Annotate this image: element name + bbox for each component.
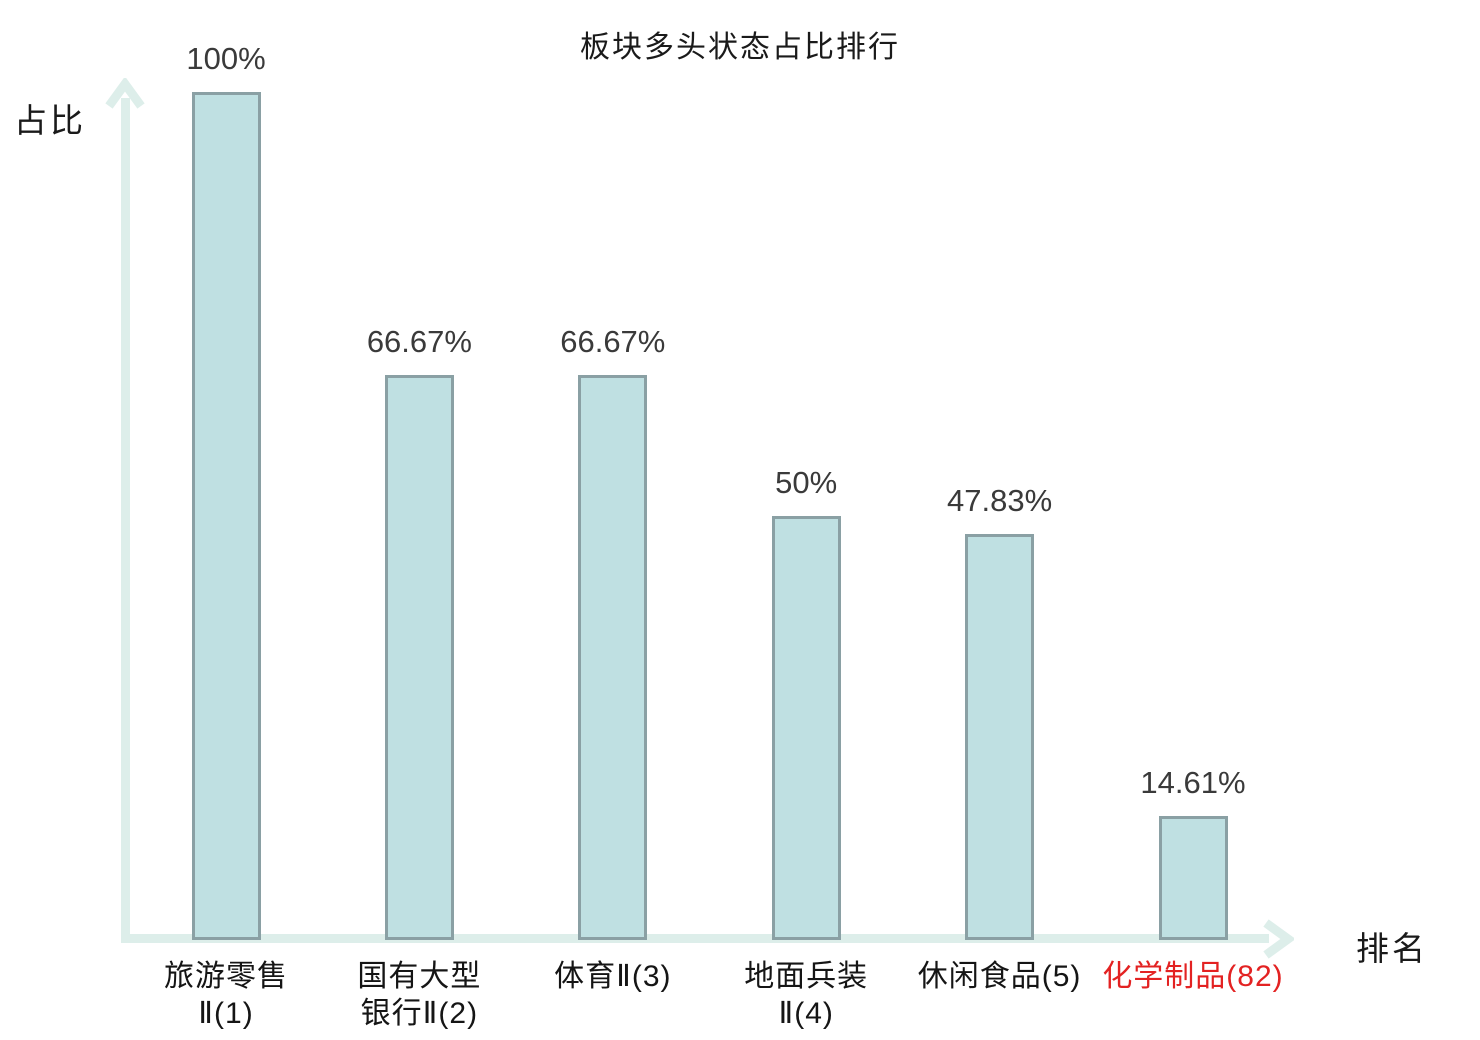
bar-6[interactable] xyxy=(1158,816,1228,940)
bar-value-label-6: 14.61% xyxy=(1140,765,1246,800)
bar-2[interactable] xyxy=(384,375,454,940)
chart-title: 板块多头状态占比排行 xyxy=(580,31,900,64)
bar-value-label-4: 50% xyxy=(775,465,838,500)
bar-category-label-4: 地面兵装 Ⅱ(4) xyxy=(744,960,869,1030)
x-axis-line xyxy=(121,934,1269,943)
y-axis-arrow-up-icon xyxy=(104,76,146,115)
bar-category-label-1: 旅游零售 Ⅱ(1) xyxy=(164,960,288,1030)
bar-5[interactable] xyxy=(965,534,1035,940)
bar-value-label-3: 66.67% xyxy=(560,324,666,359)
bar-3[interactable] xyxy=(578,375,648,940)
bar-category-label-6: 化学制品(82) xyxy=(1102,960,1284,993)
y-axis-label: 占比 xyxy=(14,102,86,139)
bar-value-label-5: 47.83% xyxy=(947,483,1053,518)
bar-1[interactable] xyxy=(191,92,261,940)
bar-category-label-3: 体育Ⅱ(3) xyxy=(554,960,672,993)
bar-category-label-5: 休闲食品(5) xyxy=(917,960,1082,993)
bar-value-label-1: 100% xyxy=(186,41,266,76)
x-axis-label: 排名 xyxy=(1356,930,1428,967)
bar-value-label-2: 66.67% xyxy=(366,324,472,359)
y-axis-line xyxy=(121,98,130,943)
bar-category-label-2: 国有大型 银行Ⅱ(2) xyxy=(357,960,482,1030)
bar-4[interactable] xyxy=(771,516,841,940)
x-axis-arrow-right-icon xyxy=(1258,917,1296,966)
